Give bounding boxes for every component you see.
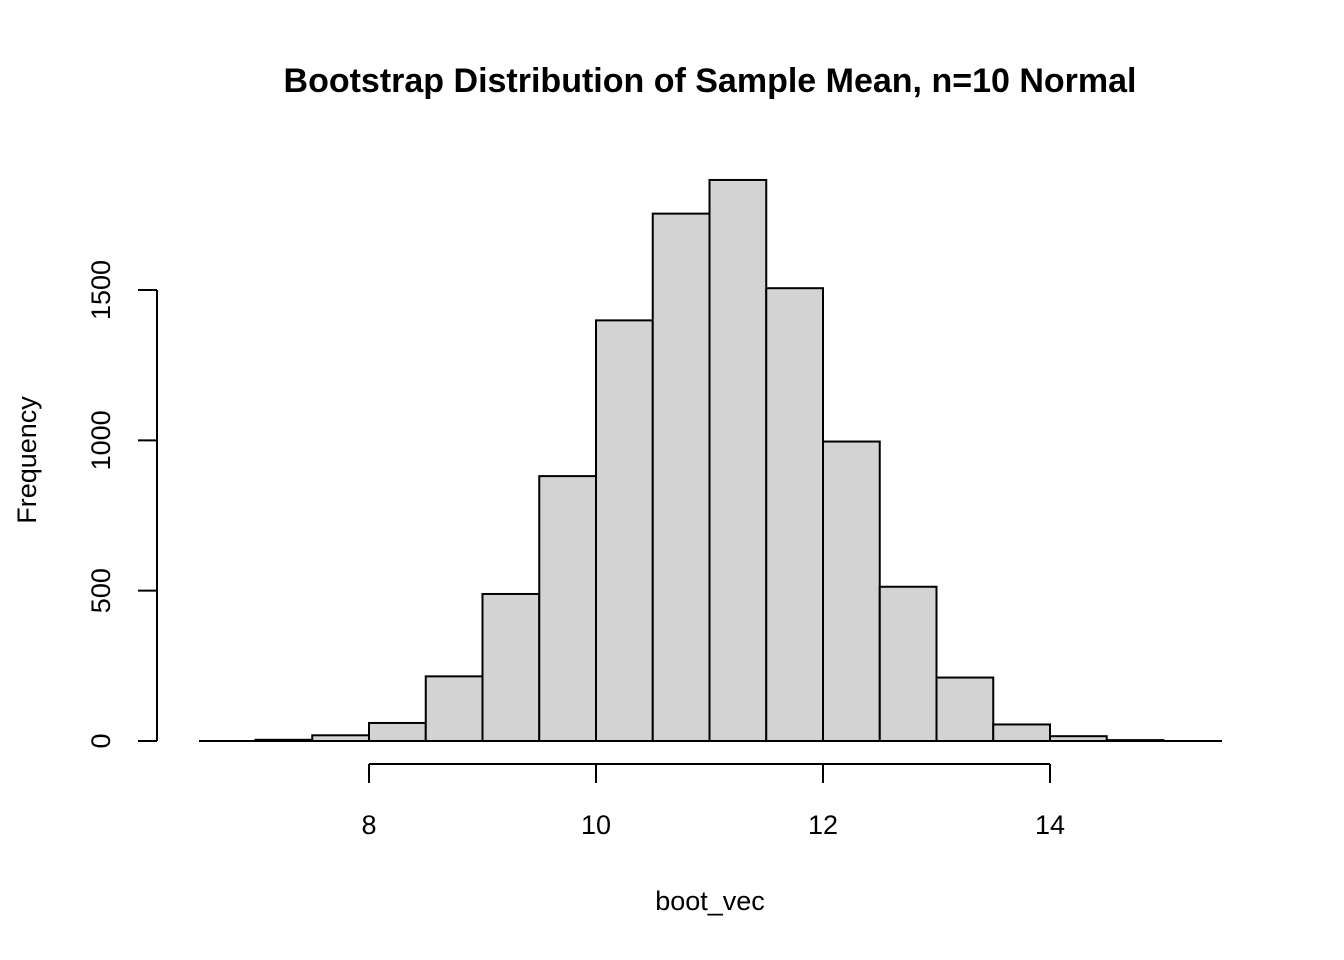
histogram-bar (368, 721, 427, 743)
histogram-bar (878, 585, 938, 742)
histogram-bar (935, 676, 995, 742)
histogram-bar (1049, 735, 1108, 742)
histogram-bar (538, 475, 597, 742)
bars-group (254, 178, 1165, 743)
histogram-bar (481, 592, 541, 742)
histogram-bar (1105, 739, 1165, 743)
y-tick-label: 0 (86, 733, 116, 748)
y-tick-label: 1500 (86, 260, 116, 320)
histogram-bar (651, 212, 711, 742)
chart-title: Bootstrap Distribution of Sample Mean, n… (284, 62, 1137, 100)
histogram-bar (822, 440, 881, 742)
histogram-bar (424, 675, 484, 743)
histogram-bar (992, 723, 1051, 742)
histogram-bar (595, 319, 654, 742)
histogram-bar (708, 178, 768, 742)
histogram-bar (765, 287, 824, 742)
x-tick-label: 10 (581, 810, 611, 840)
y-axis-label: Frequency (12, 396, 42, 524)
y-tick-label: 1000 (86, 410, 116, 470)
x-axis: 8 10 12 14 (361, 763, 1065, 840)
histogram-bar (311, 734, 370, 743)
x-axis-label: boot_vec (655, 886, 765, 916)
x-tick-label: 8 (361, 810, 376, 840)
histogram-bar (254, 738, 314, 743)
x-tick-label: 14 (1035, 810, 1065, 840)
x-tick-label: 12 (808, 810, 838, 840)
y-tick-label: 500 (86, 568, 116, 613)
y-axis: 0 500 1000 1500 (86, 260, 158, 749)
